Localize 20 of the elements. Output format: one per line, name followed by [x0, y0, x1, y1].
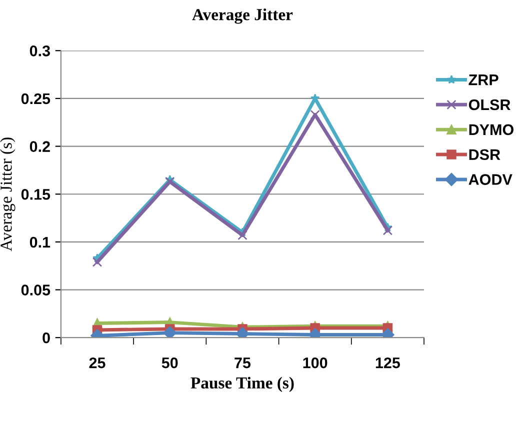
y-tick-label: 0.3 — [30, 46, 50, 56]
y-tick-label: 0.25 — [21, 93, 50, 104]
chart-title: Average Jitter — [192, 8, 293, 24]
y-tick-label: 0.15 — [21, 188, 50, 200]
y-tick-label: 0.1 — [30, 236, 50, 248]
legend-label: OLSR — [468, 99, 510, 110]
x-tick-label: 100 — [303, 357, 328, 368]
legend-label: ZRP — [468, 74, 498, 86]
x-tick-label: 125 — [376, 357, 400, 368]
y-axis-title: Average Jitter (s) — [0, 138, 16, 252]
y-tick-label: 0.2 — [30, 141, 50, 152]
y-tick-label: 0.05 — [21, 284, 50, 296]
y-tick-label: 0 — [42, 332, 50, 344]
x-tick-label: 50 — [162, 357, 178, 368]
legend-label: AODV — [468, 174, 512, 185]
x-axis-title: Pause Time (s) — [190, 376, 294, 392]
legend-label: DYMO — [469, 124, 514, 136]
legend-label: DSR — [469, 149, 500, 160]
x-tick-label: 25 — [89, 357, 106, 368]
x-tick-label: 75 — [234, 358, 251, 368]
